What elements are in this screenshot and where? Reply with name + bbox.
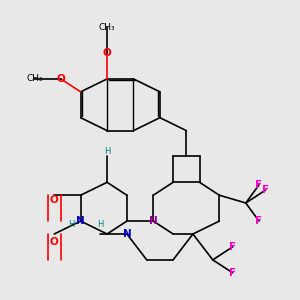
- Text: F: F: [262, 185, 269, 195]
- Text: N: N: [149, 216, 158, 226]
- Text: H: H: [68, 220, 74, 229]
- Text: F: F: [229, 242, 236, 252]
- Text: F: F: [255, 216, 262, 226]
- Text: O: O: [50, 195, 58, 206]
- Text: H: H: [97, 220, 104, 229]
- Text: H: H: [104, 148, 110, 157]
- Text: N: N: [122, 229, 131, 239]
- Text: CH₃: CH₃: [26, 74, 43, 83]
- Text: O: O: [56, 74, 65, 84]
- Text: N: N: [76, 216, 85, 226]
- Text: F: F: [229, 268, 236, 278]
- Text: CH₃: CH₃: [99, 23, 116, 32]
- Text: F: F: [255, 180, 262, 190]
- Text: O: O: [50, 237, 58, 247]
- Text: O: O: [103, 48, 111, 58]
